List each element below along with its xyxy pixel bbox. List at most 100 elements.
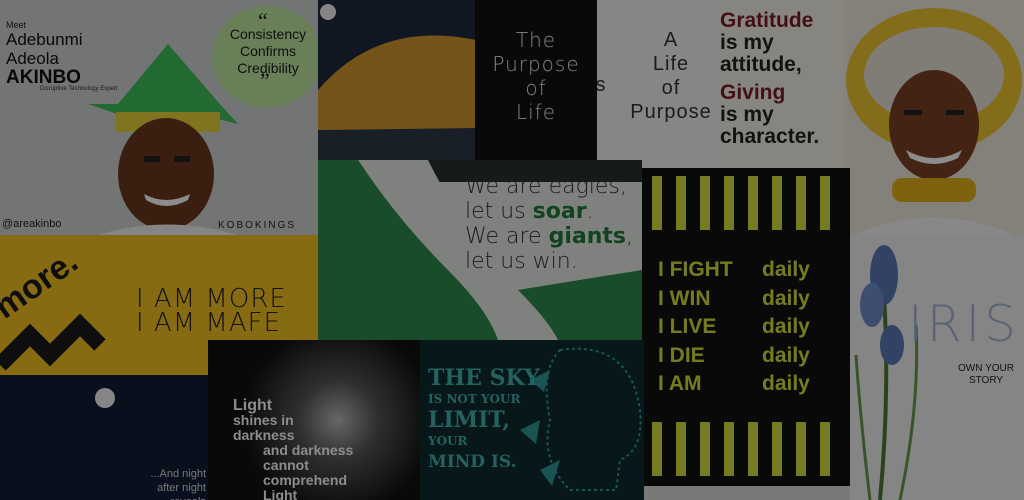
fight-verb: I LIVE — [658, 315, 717, 338]
tile-night-moon: ...And night after night reveals — [0, 375, 210, 500]
light-line: comprehend — [263, 472, 348, 488]
quote-open-mark: “ — [258, 8, 268, 33]
fight-word: daily — [762, 286, 810, 310]
life-line: Life — [652, 53, 690, 75]
giving-word: Giving — [720, 81, 786, 104]
purpose-line: The — [515, 28, 557, 52]
tile-desert-night — [318, 0, 476, 160]
brand-label: KOBOKINGS — [218, 220, 297, 231]
fight-verb: I FIGHT — [658, 258, 733, 281]
light-line: cannot — [263, 457, 309, 473]
flag-wave-illustration — [318, 160, 642, 340]
fight-verb: I AM — [658, 372, 702, 395]
night-line: ...And night — [150, 468, 206, 480]
is-word: is — [597, 74, 606, 96]
person-name: Adebunmi Adeola — [6, 30, 83, 68]
sky-line: YOUR — [428, 434, 468, 448]
eagles-text: We are eagles, let us soar. We are giant… — [465, 174, 633, 274]
light-line: Light — [233, 397, 273, 414]
eagles-fragment: We are — [465, 224, 549, 249]
digital-head-illustration — [520, 347, 642, 491]
night-line: after night — [157, 482, 206, 494]
person-surname: AKINBO — [6, 67, 81, 88]
eagles-highlight: soar — [532, 199, 587, 224]
meet-label: Meet — [6, 20, 27, 30]
fight-word: daily — [762, 258, 810, 281]
light-line: Light — [263, 487, 298, 500]
light-line: and darkness — [263, 442, 354, 458]
life-line: of — [661, 77, 681, 99]
tile-light-shines: Light shines in darkness and darkness ca… — [208, 340, 420, 500]
eagles-line: We are eagles, — [465, 174, 627, 199]
iris-title: IRIS — [908, 295, 1020, 353]
tile-eagles-flag: We are eagles, let us soar. We are giant… — [318, 160, 642, 340]
fight-verb: I DIE — [658, 343, 705, 367]
fight-row: I WIN daily — [658, 285, 810, 314]
tile-woman-portrait — [844, 0, 1024, 235]
life-line: Purpose — [630, 101, 712, 123]
eagles-fragment: , — [626, 224, 633, 249]
person-role: Disruptive Technology Expert — [40, 86, 118, 92]
tile-purpose-of-life: The Purpose of Life — [475, 0, 597, 168]
woman-portrait-illustration — [846, 8, 1022, 235]
social-handle: @areakinbo — [2, 218, 62, 230]
sky-line: MIND IS. — [428, 452, 517, 472]
zigzag-shape — [0, 313, 106, 371]
quote-bubble — [212, 6, 318, 108]
stripe-pattern-top — [642, 168, 850, 238]
person-middle-name: Adeola — [6, 49, 59, 68]
eagles-line: We are giants, — [465, 224, 633, 249]
fight-verb: I WIN — [658, 286, 711, 310]
tile-life-of-purpose: is A Life of Purpose — [597, 0, 717, 168]
gratitude-word: Gratitude — [720, 9, 814, 32]
light-text: Light shines in darkness and darkness ca… — [233, 398, 353, 500]
night-line: reveals — [120, 495, 206, 500]
tile-sky-limit: THE SKY IS NOT YOUR LIMIT, YOUR MIND IS. — [420, 340, 644, 500]
life-line: A — [663, 29, 679, 51]
fight-lines: I FIGHT daily I WIN daily I LIVE daily I DI… — [658, 256, 810, 399]
night-text: ...And night after night reveals — [120, 467, 206, 500]
eagles-fragment: let us — [465, 199, 533, 224]
eagles-line: let us win. — [465, 249, 578, 274]
purpose-text: The Purpose of Life — [475, 28, 597, 124]
tile-adebunmi: “ Consistency Confirms Credibility ” Mee… — [0, 0, 318, 235]
eagles-line: let us soar. — [465, 199, 633, 224]
sky-text: THE SKY IS NOT YOUR LIMIT, YOUR MIND IS. — [428, 365, 540, 473]
tile-fight-daily: I FIGHT daily I WIN daily I LIVE daily I DI… — [642, 168, 850, 486]
i-am-text: I AM MORE I AM MAFE — [136, 284, 287, 338]
purpose-line: Life — [515, 100, 557, 124]
i-am-line: I AM MORE — [136, 284, 287, 314]
light-line: darkness — [233, 427, 295, 443]
fight-row: I DIE daily — [658, 342, 810, 371]
sky-line: LIMIT, — [428, 407, 511, 433]
fight-word: daily — [762, 372, 810, 395]
character-line: is my character. — [720, 103, 820, 148]
person-first-name: Adebunmi — [6, 30, 83, 49]
desert-dune-illustration — [318, 4, 476, 160]
stripe-pattern-bottom — [652, 422, 830, 476]
eagles-fragment: . — [586, 199, 594, 224]
man-portrait-illustration — [88, 44, 238, 235]
attitude-line: is my attitude, — [720, 31, 802, 76]
i-am-line: I AM MAFE — [136, 308, 282, 338]
iris-flower-illustration — [854, 245, 919, 500]
iris-subtitle: OWN YOUR STORY — [958, 363, 1014, 386]
fight-word: daily — [762, 315, 810, 338]
purpose-line: of — [525, 76, 547, 100]
fight-row: I AM daily — [658, 370, 810, 399]
fight-row: I FIGHT daily — [658, 256, 810, 285]
light-line: shines in — [233, 412, 294, 428]
eagles-highlight: giants — [548, 224, 626, 249]
tile-iris: IRIS OWN YOUR STORY — [850, 235, 1024, 500]
moon-icon — [95, 388, 115, 408]
life-of-purpose-text: A Life of Purpose — [623, 28, 717, 124]
purpose-line: Purpose — [492, 52, 580, 76]
fight-word: daily — [762, 343, 810, 367]
quote-text: Consistency Confirms Credibility — [229, 26, 307, 76]
tile-filler — [644, 486, 850, 500]
sky-line: THE SKY — [428, 365, 540, 391]
sky-line: IS NOT YOUR — [428, 392, 521, 406]
fight-row: I LIVE daily — [658, 313, 810, 342]
quote-close-mark: ” — [260, 68, 270, 93]
